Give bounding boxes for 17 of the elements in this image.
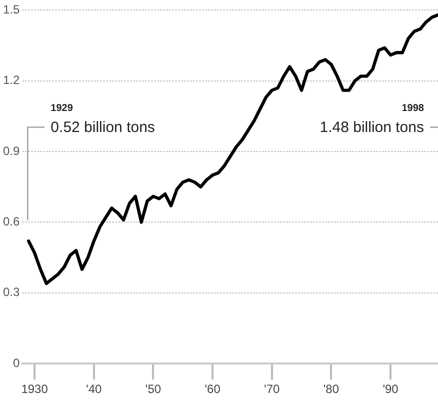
y-tick-label: 0.6: [2, 214, 20, 229]
x-tick-label: '70: [264, 382, 280, 396]
annotation: 1929: [50, 103, 74, 114]
x-tick-label: 1930: [21, 382, 48, 396]
y-tick-label: 0.9: [2, 144, 20, 158]
annotation: 0.52 billion tons: [50, 119, 155, 136]
y-tick-label: 1.2: [2, 73, 20, 88]
annotation: 1.48 billion tons: [320, 119, 424, 136]
x-tick-label: '90: [382, 382, 399, 396]
y-tick-label: 1.5: [2, 2, 20, 17]
y-tick-label: 0: [12, 356, 20, 370]
x-tick-label: '60: [204, 382, 221, 396]
annotation: 1998: [402, 103, 424, 114]
x-tick-label: '80: [323, 382, 340, 396]
x-tick-label: '40: [86, 382, 102, 396]
x-tick-label: '50: [145, 382, 162, 396]
y-tick-label: 0.3: [2, 285, 20, 300]
